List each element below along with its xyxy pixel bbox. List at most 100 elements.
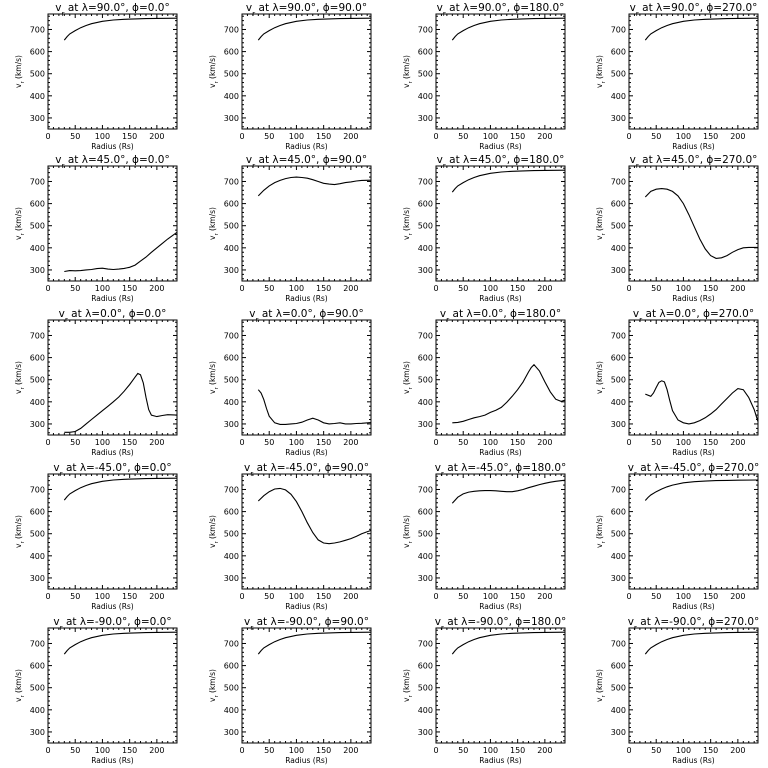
panel-title: vr at λ=90.0°, ϕ=180.0° xyxy=(437,2,565,18)
x-tick-label: 100 xyxy=(95,284,110,293)
y-tick-label: 300 xyxy=(30,420,45,429)
panel-2-2: vr at λ=0.0°, ϕ=180.0° 0 50 100 150 200 300 400… xyxy=(402,308,566,457)
x-tick-label: 150 xyxy=(703,284,718,293)
x-tick-label: 150 xyxy=(316,746,331,755)
y-tick-label: 700 xyxy=(30,25,45,34)
y-axis-label: vr (km/s) xyxy=(14,515,26,548)
y-tick-label: 400 xyxy=(418,398,433,407)
y-tick-label: 700 xyxy=(224,485,239,494)
y-tick-label: 600 xyxy=(224,662,239,671)
y-axis-label: vr (km/s) xyxy=(208,207,220,240)
panel-title: vr at λ=0.0°, ϕ=180.0° xyxy=(440,308,561,324)
panel-title: vr at λ=-90.0°, ϕ=0.0° xyxy=(53,616,171,632)
x-axis-label: Radius (Rs) xyxy=(285,756,328,765)
x-tick-label: 150 xyxy=(510,284,525,293)
y-tick-label: 700 xyxy=(224,25,239,34)
x-tick-label: 50 xyxy=(264,132,274,141)
panel-title: vr at λ=-45.0°, ϕ=270.0° xyxy=(628,462,760,478)
panel-0-2: vr at λ=90.0°, ϕ=180.0° 0 50 100 150 200 300 40… xyxy=(402,2,566,151)
x-tick-label: 200 xyxy=(730,438,745,447)
x-tick-label: 150 xyxy=(703,746,718,755)
y-tick-label: 400 xyxy=(224,398,239,407)
x-tick-label: 200 xyxy=(537,284,552,293)
plot-frame xyxy=(628,319,759,436)
x-axis-label: Radius (Rs) xyxy=(479,448,522,457)
panel-2-3: vr at λ=0.0°, ϕ=270.0° 0 50 100 150 200 300 400… xyxy=(595,308,759,457)
y-tick-label: 700 xyxy=(418,331,433,340)
x-tick-label: 200 xyxy=(149,746,164,755)
x-tick-label: 50 xyxy=(70,592,80,601)
x-tick-label: 200 xyxy=(149,284,164,293)
y-tick-label: 500 xyxy=(418,222,433,231)
x-tick-label: 50 xyxy=(651,746,661,755)
x-tick-label: 150 xyxy=(316,438,331,447)
y-tick-label: 600 xyxy=(418,508,433,517)
x-tick-label: 100 xyxy=(289,746,304,755)
x-axis-label: Radius (Rs) xyxy=(672,602,715,611)
x-tick-label: 50 xyxy=(458,284,468,293)
x-tick-label: 50 xyxy=(264,746,274,755)
y-tick-label: 300 xyxy=(224,266,239,275)
y-tick-label: 300 xyxy=(611,728,626,737)
x-tick-label: 150 xyxy=(703,438,718,447)
y-tick-label: 600 xyxy=(30,200,45,209)
plot-frame xyxy=(47,13,178,130)
x-tick-label: 0 xyxy=(433,592,438,601)
y-tick-label: 300 xyxy=(418,728,433,737)
plot-frame xyxy=(435,627,566,744)
y-tick-label: 600 xyxy=(224,354,239,363)
x-tick-label: 0 xyxy=(45,438,50,447)
y-tick-label: 700 xyxy=(611,177,626,186)
y-tick-label: 600 xyxy=(611,354,626,363)
x-tick-label: 100 xyxy=(483,284,498,293)
x-tick-label: 150 xyxy=(316,284,331,293)
y-tick-label: 500 xyxy=(30,684,45,693)
x-tick-label: 0 xyxy=(45,592,50,601)
y-axis-label: vr (km/s) xyxy=(14,361,26,394)
x-axis-label: Radius (Rs) xyxy=(479,756,522,765)
x-axis-label: Radius (Rs) xyxy=(672,756,715,765)
x-tick-label: 0 xyxy=(626,746,631,755)
y-tick-label: 500 xyxy=(611,684,626,693)
panel-0-1: vr at λ=90.0°, ϕ=90.0° 0 50 100 150 200 300 400… xyxy=(208,2,372,151)
y-tick-label: 300 xyxy=(30,114,45,123)
y-tick-label: 700 xyxy=(224,177,239,186)
x-axis-label: Radius (Rs) xyxy=(672,294,715,303)
y-tick-label: 500 xyxy=(30,70,45,79)
x-axis-label: Radius (Rs) xyxy=(479,294,522,303)
panel-1-0: vr at λ=45.0°, ϕ=0.0° 0 50 100 150 200 300 400 5… xyxy=(14,154,178,303)
series-line xyxy=(451,479,566,504)
y-tick-label: 700 xyxy=(30,485,45,494)
x-tick-label: 200 xyxy=(537,746,552,755)
panel-title: vr at λ=-45.0°, ϕ=180.0° xyxy=(435,462,567,478)
y-tick-label: 600 xyxy=(224,200,239,209)
y-tick-label: 700 xyxy=(30,331,45,340)
x-tick-label: 150 xyxy=(703,132,718,141)
y-tick-label: 300 xyxy=(611,420,626,429)
y-tick-label: 700 xyxy=(418,485,433,494)
panel-4-0: vr at λ=-90.0°, ϕ=0.0° 0 50 100 150 200 300 400… xyxy=(14,616,178,765)
x-tick-label: 150 xyxy=(122,592,137,601)
x-tick-label: 0 xyxy=(239,746,244,755)
plot-frame xyxy=(628,13,759,130)
y-tick-label: 400 xyxy=(30,706,45,715)
y-tick-label: 500 xyxy=(224,222,239,231)
y-axis-label: vr (km/s) xyxy=(595,207,607,240)
y-tick-label: 600 xyxy=(418,662,433,671)
x-axis-label: Radius (Rs) xyxy=(479,142,522,151)
series-line xyxy=(257,631,372,655)
series-line xyxy=(63,631,178,655)
y-tick-label: 400 xyxy=(611,244,626,253)
y-axis-label: vr (km/s) xyxy=(402,361,414,394)
x-tick-label: 100 xyxy=(289,592,304,601)
x-tick-label: 0 xyxy=(433,438,438,447)
y-axis-label: vr (km/s) xyxy=(402,515,414,548)
panel-title: vr at λ=90.0°, ϕ=0.0° xyxy=(55,2,169,18)
x-tick-label: 100 xyxy=(676,746,691,755)
plot-frame xyxy=(241,13,372,130)
x-tick-label: 200 xyxy=(343,438,358,447)
y-axis-label: vr (km/s) xyxy=(14,669,26,702)
panel-title: vr at λ=45.0°, ϕ=90.0° xyxy=(246,154,367,170)
plot-frame xyxy=(241,319,372,436)
y-tick-label: 400 xyxy=(30,552,45,561)
